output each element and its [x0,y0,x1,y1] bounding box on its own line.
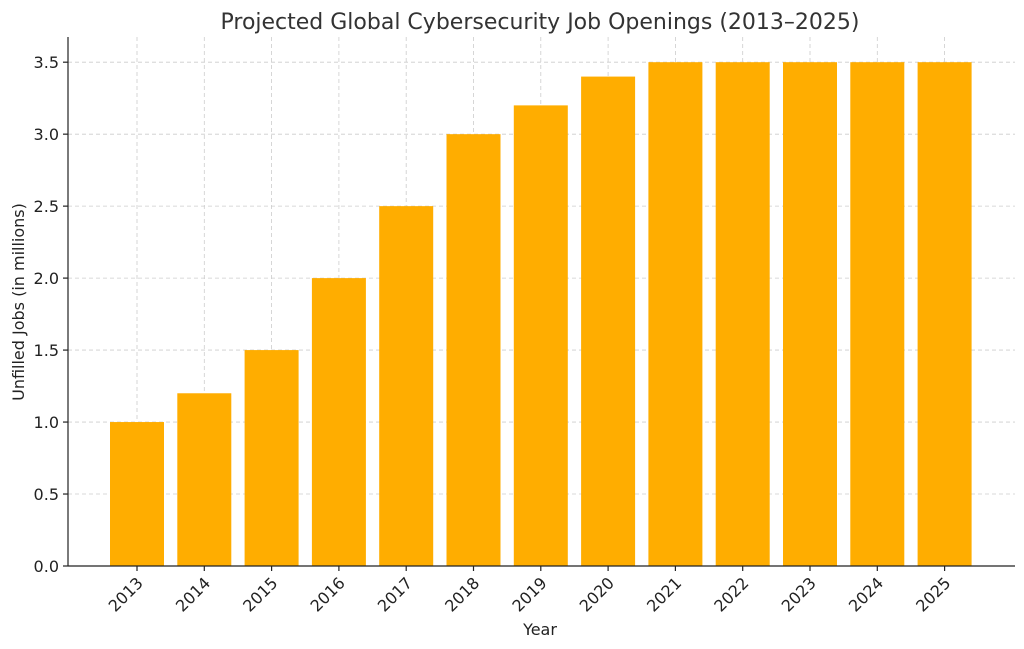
x-tick-label: 2024 [845,573,887,615]
x-tick-label: 2020 [576,573,618,615]
x-tick-label: 2013 [105,573,147,615]
bars [110,62,972,567]
x-tick-label: 2015 [239,573,281,615]
bar-2025 [917,62,972,566]
bar-2021 [648,62,703,566]
x-tick-label: 2014 [172,573,214,615]
y-tick-label: 1.5 [34,341,59,360]
x-tick-label: 2025 [912,573,954,615]
bar-2022 [715,62,770,566]
y-tick-label: 3.5 [34,53,59,72]
y-axis-label: Unfilled Jobs (in millions) [9,203,28,401]
chart-title: Projected Global Cybersecurity Job Openi… [221,10,860,35]
x-tick-label: 2019 [508,573,550,615]
y-tick-label: 3.0 [34,125,59,144]
bar-2019 [513,105,568,567]
y-tick-label: 1.0 [34,413,59,432]
y-tick-label: 0.5 [34,485,59,504]
x-tick-label: 2017 [374,573,416,615]
x-tick-label: 2016 [307,573,349,615]
x-tick-label: 2018 [441,573,483,615]
x-axis-label: Year [522,620,557,639]
bar-2014 [177,393,232,566]
bar-2020 [581,76,636,567]
x-tick-label: 2021 [643,573,685,615]
bar-2024 [850,62,905,566]
bar-2016 [311,278,366,566]
y-tick-label: 2.0 [34,269,59,288]
bar-2018 [446,134,501,566]
bar-2017 [379,206,434,566]
y-tick-label: 2.5 [34,197,59,216]
bar-2013 [110,422,164,566]
bar-2023 [783,62,837,566]
x-tick-label: 2023 [778,573,820,615]
y-tick-label: 0.0 [34,557,59,576]
x-tick-label: 2022 [710,573,752,615]
bar-2015 [244,350,299,566]
